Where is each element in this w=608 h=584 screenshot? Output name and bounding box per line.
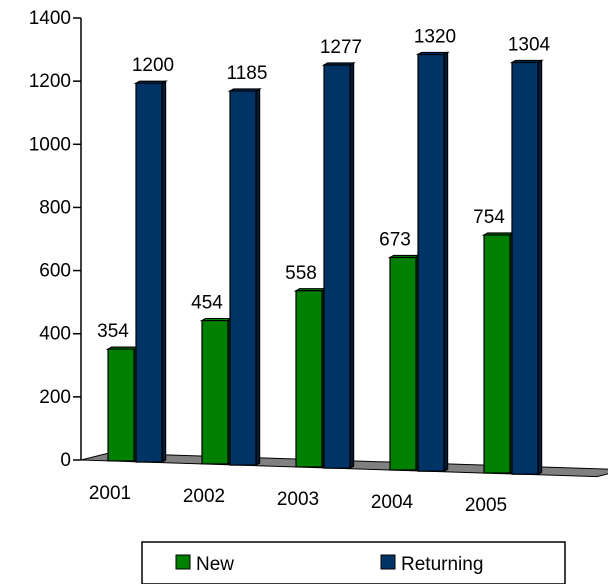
y-tick-label: 400 — [39, 324, 71, 345]
y-tick-label: 800 — [39, 197, 71, 218]
x-tick-label-2001: 2001 — [89, 483, 131, 504]
legend-swatch-new — [175, 554, 191, 570]
legend-label-new: New — [196, 554, 234, 575]
data-label-new-2001: 354 — [97, 321, 129, 342]
legend-swatch-returning — [380, 554, 396, 570]
data-label-returning-2001: 1200 — [132, 55, 174, 76]
y-tick-label: 1200 — [29, 71, 71, 92]
y-tick-label: 0 — [60, 450, 71, 471]
data-label-returning-2005: 1304 — [508, 35, 551, 56]
bar-new-2005 — [481, 231, 516, 475]
bar-returning-2001 — [133, 80, 168, 464]
y-axis: 0 200 400 600 800 1000 1200 1400 — [29, 8, 82, 471]
x-axis: 2001 2002 2003 2004 2005 — [89, 483, 507, 516]
x-tick-label-2004: 2004 — [371, 492, 414, 513]
bar-new-2002 — [199, 317, 234, 465]
y-tick-label: 1000 — [29, 134, 71, 155]
data-label-returning-2004: 1320 — [414, 26, 456, 47]
data-label-returning-2003: 1277 — [320, 37, 362, 58]
y-tick-label: 1400 — [29, 8, 71, 29]
x-tick-label-2002: 2002 — [183, 486, 225, 507]
data-label-returning-2002: 1185 — [227, 63, 268, 84]
legend-label-returning: Returning — [401, 554, 483, 575]
data-label-new-2004: 673 — [379, 230, 411, 251]
y-tick-label: 600 — [39, 261, 71, 282]
bar-returning-2003 — [321, 61, 356, 470]
data-labels: 354 1200 454 1185 558 1277 673 1320 754 1304 — [97, 26, 550, 342]
legend: New Returning — [141, 541, 566, 584]
bar-new-2004 — [387, 254, 422, 472]
legend-box — [141, 541, 566, 584]
y-tick-label: 200 — [39, 387, 71, 408]
data-label-new-2005: 754 — [473, 207, 505, 228]
bar-returning-2004 — [415, 51, 450, 473]
bars — [105, 51, 544, 476]
bar-new-2003 — [293, 287, 328, 468]
bar-returning-2005 — [509, 59, 544, 476]
x-tick-label-2005: 2005 — [465, 495, 507, 516]
bar-returning-2002 — [227, 87, 262, 467]
x-tick-label-2003: 2003 — [277, 489, 319, 510]
bar-new-2001 — [105, 346, 140, 462]
data-label-new-2002: 454 — [191, 293, 223, 314]
data-label-new-2003: 558 — [285, 263, 317, 284]
